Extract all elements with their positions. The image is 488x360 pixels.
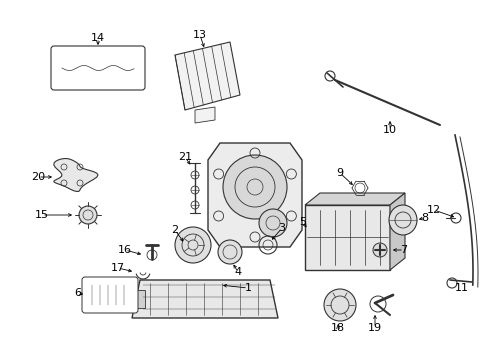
- Text: 12: 12: [426, 205, 440, 215]
- Polygon shape: [132, 280, 278, 318]
- Text: 15: 15: [35, 210, 49, 220]
- Polygon shape: [305, 205, 389, 270]
- Text: 6: 6: [74, 288, 81, 298]
- Polygon shape: [175, 42, 240, 110]
- Text: 4: 4: [234, 267, 241, 277]
- Text: 5: 5: [299, 217, 306, 227]
- Text: 9: 9: [336, 168, 343, 178]
- Polygon shape: [389, 193, 404, 270]
- Text: 8: 8: [421, 213, 427, 223]
- Text: 14: 14: [91, 33, 105, 43]
- Circle shape: [223, 155, 286, 219]
- Text: 1: 1: [244, 283, 251, 293]
- Polygon shape: [305, 193, 404, 205]
- Text: 3: 3: [278, 223, 285, 233]
- Text: 18: 18: [330, 323, 345, 333]
- Text: 2: 2: [171, 225, 178, 235]
- Circle shape: [79, 206, 97, 224]
- Text: 16: 16: [118, 245, 132, 255]
- Text: 21: 21: [178, 152, 192, 162]
- Polygon shape: [54, 158, 98, 192]
- Text: 7: 7: [400, 245, 407, 255]
- Circle shape: [372, 243, 386, 257]
- Circle shape: [218, 240, 242, 264]
- Circle shape: [259, 209, 286, 237]
- Polygon shape: [207, 143, 302, 247]
- Text: 17: 17: [111, 263, 125, 273]
- FancyBboxPatch shape: [51, 46, 145, 90]
- Circle shape: [324, 289, 355, 321]
- Text: 10: 10: [382, 125, 396, 135]
- Text: 20: 20: [31, 172, 45, 182]
- Polygon shape: [195, 107, 215, 123]
- FancyBboxPatch shape: [82, 277, 138, 313]
- Text: 13: 13: [193, 30, 206, 40]
- Polygon shape: [130, 290, 145, 308]
- Text: 11: 11: [454, 283, 468, 293]
- Text: 19: 19: [367, 323, 381, 333]
- Circle shape: [175, 227, 210, 263]
- Ellipse shape: [388, 205, 416, 235]
